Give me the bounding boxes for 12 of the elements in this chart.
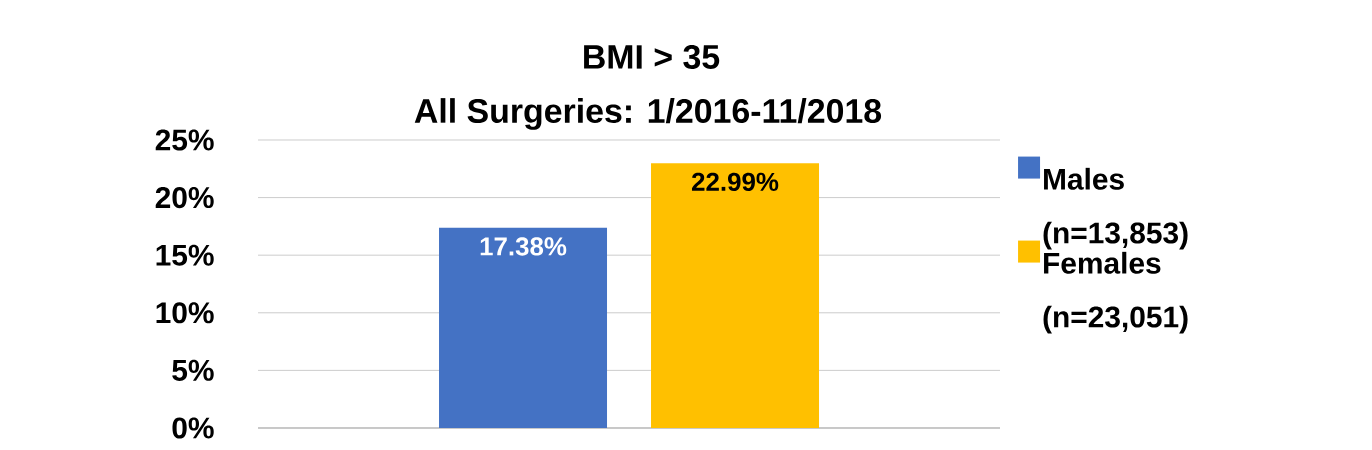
y-tick-label: 15%: [156, 244, 214, 266]
legend-label: Males (n=13,853): [1043, 167, 1188, 250]
y-tick-label: 20%: [155, 187, 214, 209]
y-tick-label: 5%: [172, 359, 214, 381]
chart-subtitle: All Surgeries: 1/2016-11/2018: [414, 98, 882, 130]
y-tick-label: 10%: [156, 302, 214, 324]
data-label: 22.99%: [691, 172, 779, 191]
legend-label: Females (n=23,051): [1043, 251, 1188, 334]
chart-title: BMI > 35: [584, 44, 720, 69]
y-tick-label: 25%: [155, 129, 214, 151]
y-tick-label: 0%: [172, 417, 214, 439]
data-label: 17.38%: [480, 237, 567, 256]
